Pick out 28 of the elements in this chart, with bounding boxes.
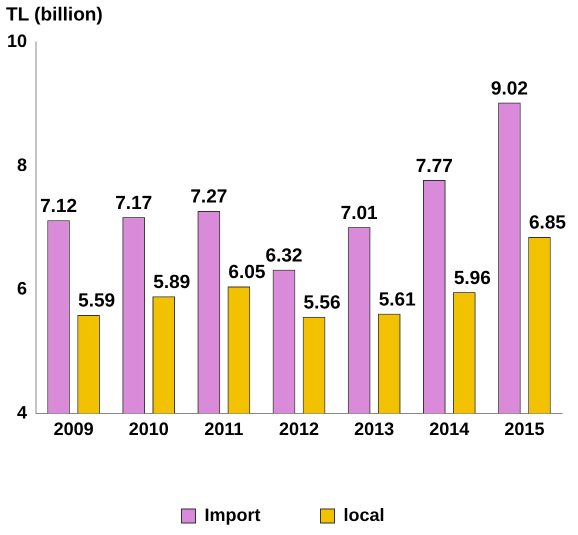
x-tick-label: 2014 <box>429 419 470 440</box>
x-tick-label: 2012 <box>278 419 320 440</box>
y-tick-label: 6 <box>17 278 28 299</box>
data-label: 7.17 <box>115 192 152 214</box>
y-axis-title: TL (billion) <box>6 4 103 26</box>
data-label: 6.32 <box>265 246 302 267</box>
x-tick-label: 2010 <box>128 419 169 440</box>
data-label: 5.61 <box>378 289 416 310</box>
data-label: 9.02 <box>490 78 528 100</box>
data-label: 5.56 <box>304 292 341 314</box>
data-label: 7.01 <box>340 202 378 224</box>
legend-label: Import <box>204 504 260 525</box>
data-label: 7.27 <box>190 186 228 208</box>
y-tick-label: 8 <box>17 154 28 175</box>
data-label: 6.85 <box>528 212 566 234</box>
x-tick-label: 2015 <box>504 419 544 440</box>
x-tick-label: 2009 <box>54 419 94 440</box>
data-label: 7.77 <box>416 156 453 177</box>
data-label: 5.89 <box>153 272 190 294</box>
data-label: 7.12 <box>40 196 78 218</box>
data-label: 6.05 <box>228 262 266 284</box>
x-tick-label: 2013 <box>354 419 394 440</box>
data-label: 5.59 <box>78 290 116 312</box>
data-label: 5.96 <box>454 268 491 289</box>
y-tick-label: 4 <box>17 402 28 422</box>
y-tick-label: 10 <box>6 30 28 51</box>
legend-label: local <box>343 504 385 525</box>
x-tick-label: 2011 <box>204 419 244 440</box>
